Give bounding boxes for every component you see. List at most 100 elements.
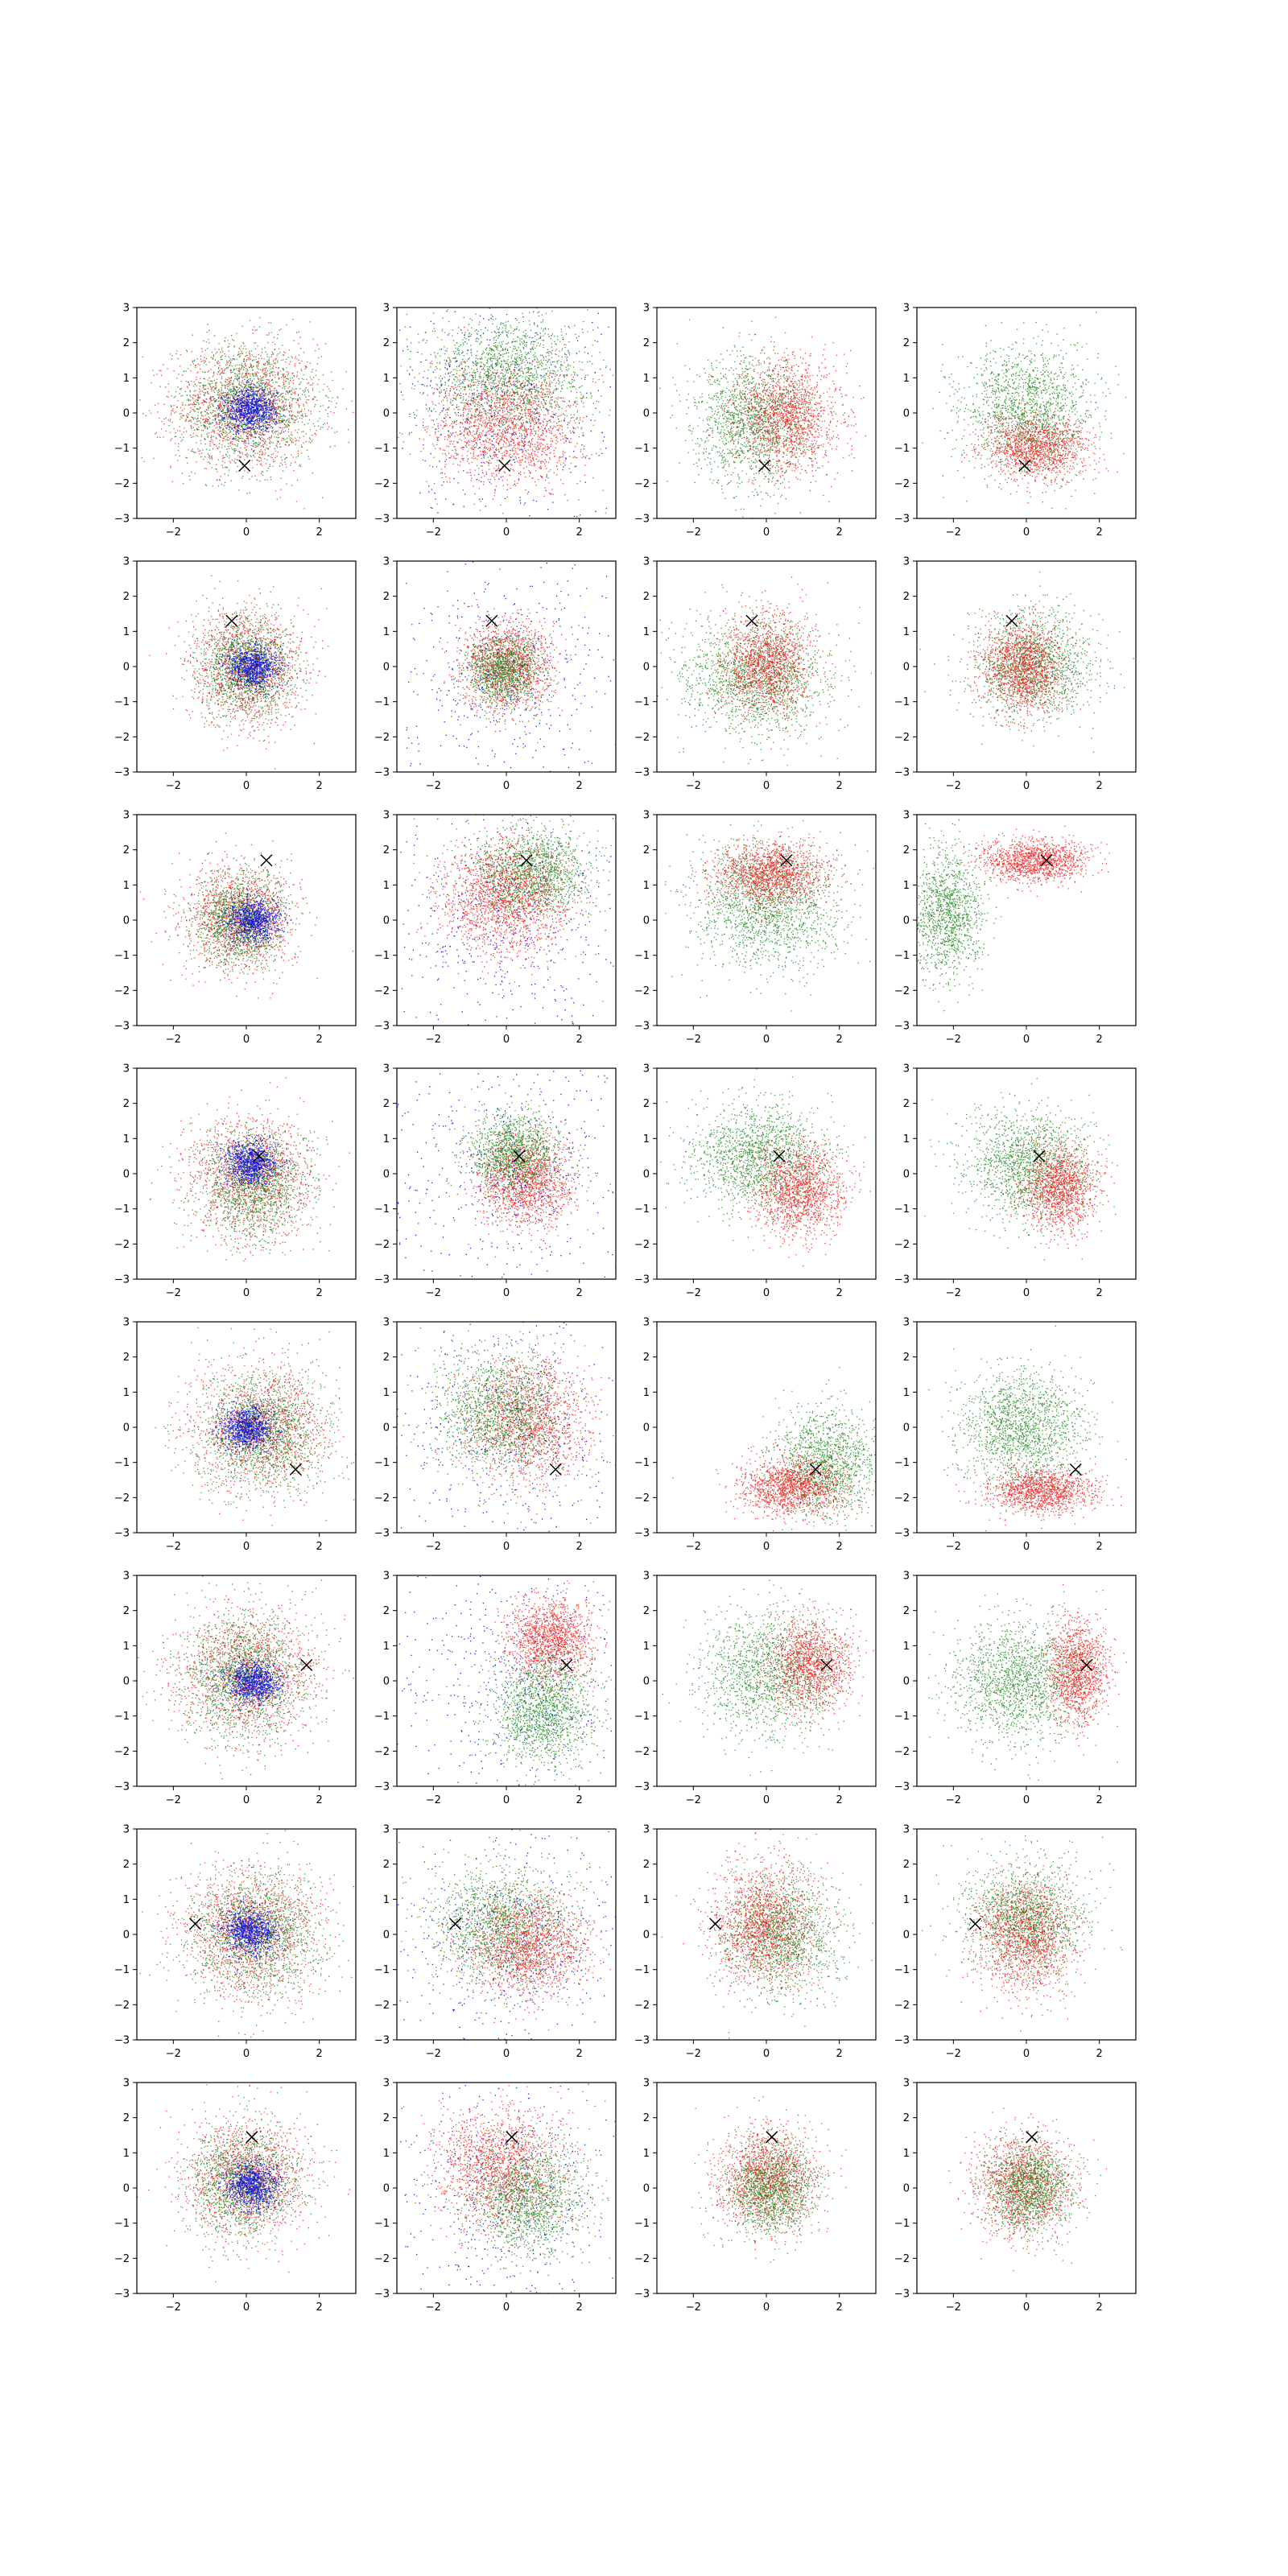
x-tick-label: −2 <box>946 1794 961 1806</box>
x-tick-label: 0 <box>1023 780 1030 792</box>
x-tick-label: 2 <box>1096 2301 1103 2314</box>
y-tick-label: 1 <box>643 1894 650 1906</box>
y-tick-label: 1 <box>903 1133 910 1146</box>
x-tick-label: −2 <box>166 1541 181 1553</box>
y-tick-label: −2 <box>894 985 910 997</box>
y-tick-label: 3 <box>903 1317 910 1329</box>
y-tick-label: 0 <box>903 662 910 674</box>
x-tick-label: 0 <box>243 1034 250 1046</box>
y-tick-label: 3 <box>383 303 390 315</box>
y-tick-label: −1 <box>374 950 390 962</box>
x-tick-label: −2 <box>946 2301 961 2314</box>
y-tick-label: −1 <box>114 1203 130 1216</box>
x-tick-label: 2 <box>576 1287 583 1299</box>
y-tick-label: −3 <box>114 2289 130 2301</box>
y-tick-label: −1 <box>634 1964 650 1976</box>
x-tick-label: 0 <box>1023 2301 1030 2314</box>
y-tick-label: 3 <box>903 1571 910 1583</box>
y-tick-label: −1 <box>894 1711 910 1723</box>
x-tick-label: −2 <box>426 2048 441 2060</box>
y-tick-label: 3 <box>643 1317 650 1329</box>
x-tick-label: −2 <box>946 1287 961 1299</box>
y-tick-label: 2 <box>903 591 910 603</box>
x-tick-label: 0 <box>503 2301 510 2314</box>
y-tick-label: 3 <box>643 810 650 822</box>
x-tick-label: 2 <box>1096 526 1103 539</box>
y-tick-label: 2 <box>383 844 390 857</box>
y-tick-label: 2 <box>123 337 130 349</box>
y-tick-label: 2 <box>383 591 390 603</box>
y-tick-label: 3 <box>123 1571 130 1583</box>
y-tick-label: 0 <box>643 1676 650 1688</box>
y-tick-label: −2 <box>894 732 910 744</box>
y-tick-label: −1 <box>374 1964 390 1976</box>
y-tick-label: −2 <box>374 1746 390 1758</box>
y-tick-label: 1 <box>383 1133 390 1146</box>
y-tick-label: 0 <box>643 915 650 927</box>
x-tick-label: 2 <box>576 780 583 792</box>
y-tick-label: 1 <box>643 626 650 638</box>
y-tick-label: 3 <box>383 810 390 822</box>
x-tick-label: 2 <box>1096 2048 1103 2060</box>
x-tick-label: 2 <box>576 1794 583 1806</box>
x-tick-label: −2 <box>946 526 961 539</box>
y-tick-label: 3 <box>643 556 650 568</box>
x-tick-label: 2 <box>576 1541 583 1553</box>
y-tick-label: 2 <box>643 2112 650 2124</box>
y-tick-label: −1 <box>894 443 910 455</box>
y-tick-label: 3 <box>123 1317 130 1329</box>
y-tick-label: −1 <box>114 1457 130 1469</box>
y-tick-label: 2 <box>903 2112 910 2124</box>
x-tick-label: 0 <box>243 1287 250 1299</box>
y-tick-label: −3 <box>634 514 650 526</box>
y-tick-label: 3 <box>903 303 910 315</box>
x-tick-label: 0 <box>243 2301 250 2314</box>
y-tick-label: 1 <box>383 880 390 892</box>
y-tick-label: −2 <box>634 1746 650 1758</box>
x-tick-label: 2 <box>836 2048 843 2060</box>
y-tick-label: −2 <box>634 1239 650 1251</box>
y-tick-label: 0 <box>903 1676 910 1688</box>
x-tick-label: −2 <box>166 1287 181 1299</box>
y-tick-label: 1 <box>383 1894 390 1906</box>
y-tick-label: −1 <box>114 2218 130 2230</box>
x-tick-label: −2 <box>426 780 441 792</box>
y-tick-label: 0 <box>383 1169 390 1181</box>
y-tick-label: 0 <box>643 1422 650 1435</box>
y-tick-label: 3 <box>383 1824 390 1836</box>
x-tick-label: −2 <box>686 1794 701 1806</box>
y-tick-label: 1 <box>643 373 650 385</box>
x-tick-label: 2 <box>316 2048 323 2060</box>
y-tick-label: 0 <box>383 2183 390 2195</box>
x-tick-label: 2 <box>1096 1034 1103 1046</box>
y-tick-label: 0 <box>903 2183 910 2195</box>
x-tick-label: 0 <box>763 2301 770 2314</box>
y-tick-label: 2 <box>383 1859 390 1871</box>
x-tick-label: −2 <box>166 1794 181 1806</box>
y-tick-label: −1 <box>114 443 130 455</box>
y-tick-label: 0 <box>383 408 390 420</box>
y-tick-label: 1 <box>123 373 130 385</box>
y-tick-label: 2 <box>903 1098 910 1110</box>
y-tick-label: 0 <box>643 662 650 674</box>
y-tick-label: −1 <box>634 1711 650 1723</box>
y-tick-label: 1 <box>123 2148 130 2160</box>
y-tick-label: 1 <box>903 626 910 638</box>
y-tick-label: 2 <box>123 1098 130 1110</box>
y-tick-label: 2 <box>643 844 650 857</box>
y-tick-label: −3 <box>114 1021 130 1033</box>
y-tick-label: 2 <box>643 1605 650 1617</box>
y-tick-label: 3 <box>643 1571 650 1583</box>
y-tick-label: 2 <box>383 1352 390 1364</box>
x-tick-label: 0 <box>1023 1034 1030 1046</box>
x-tick-label: 2 <box>576 1034 583 1046</box>
y-tick-label: 2 <box>643 337 650 349</box>
y-tick-label: −1 <box>894 1457 910 1469</box>
y-tick-label: −3 <box>374 514 390 526</box>
y-tick-label: 0 <box>903 408 910 420</box>
y-tick-label: −2 <box>634 2253 650 2265</box>
y-tick-label: 3 <box>643 1063 650 1075</box>
x-tick-label: 0 <box>243 526 250 539</box>
y-tick-label: −3 <box>374 1274 390 1286</box>
x-tick-label: 0 <box>763 780 770 792</box>
